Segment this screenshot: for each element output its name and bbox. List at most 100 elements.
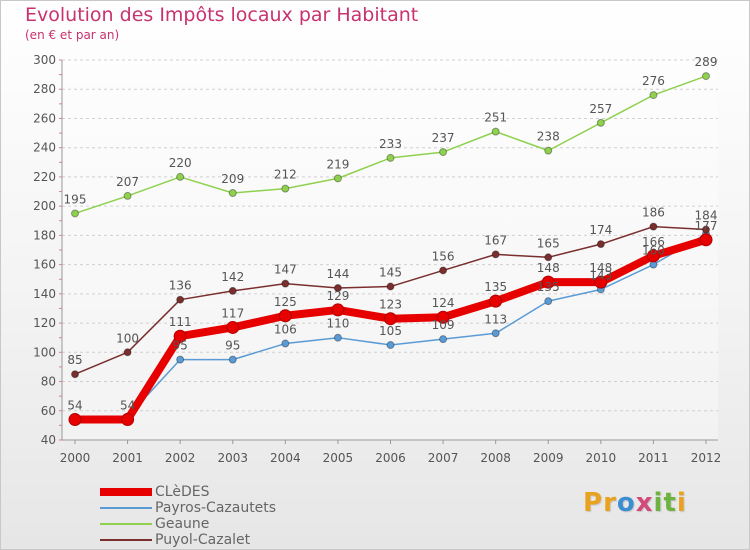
data-point bbox=[281, 184, 290, 193]
data-label: 125 bbox=[274, 295, 297, 309]
y-tick-label: 180 bbox=[33, 228, 56, 242]
data-point bbox=[386, 153, 395, 162]
legend-label: Geaune bbox=[155, 516, 210, 532]
data-point bbox=[702, 72, 710, 81]
data-point bbox=[278, 309, 292, 323]
data-label: 95 bbox=[173, 339, 188, 353]
data-label: 186 bbox=[642, 206, 665, 220]
x-tick-label: 2005 bbox=[323, 451, 354, 465]
data-point bbox=[649, 222, 658, 231]
logo-letter: t bbox=[663, 488, 677, 518]
data-point bbox=[699, 233, 713, 247]
data-label: 135 bbox=[537, 280, 560, 294]
data-point bbox=[176, 295, 185, 304]
legend-swatch bbox=[100, 488, 152, 496]
legend-swatch bbox=[100, 507, 152, 509]
chart-subtitle: (en € et par an) bbox=[25, 28, 120, 42]
logo-letter: i bbox=[676, 488, 687, 518]
data-label: 85 bbox=[67, 353, 82, 367]
data-label: 257 bbox=[589, 102, 612, 116]
data-point bbox=[71, 209, 79, 218]
y-tick-label: 100 bbox=[33, 345, 56, 359]
data-label: 143 bbox=[589, 268, 612, 282]
y-tick-label: 60 bbox=[41, 404, 56, 418]
data-point bbox=[226, 320, 240, 334]
data-point bbox=[596, 118, 605, 127]
y-tick-label: 120 bbox=[33, 316, 56, 330]
data-point bbox=[439, 266, 448, 275]
data-label: 148 bbox=[589, 261, 612, 275]
data-point bbox=[544, 297, 553, 306]
data-label: 184 bbox=[695, 209, 718, 223]
data-point bbox=[436, 310, 450, 324]
data-point bbox=[333, 284, 342, 292]
data-label: 54 bbox=[67, 399, 82, 413]
data-label: 105 bbox=[379, 324, 402, 338]
data-point bbox=[384, 312, 397, 326]
y-tick-label: 200 bbox=[33, 199, 56, 213]
x-tick-label: 2003 bbox=[217, 451, 248, 465]
plot-area bbox=[62, 60, 718, 440]
x-tick-label: 2004 bbox=[270, 451, 301, 465]
data-label: 124 bbox=[432, 296, 455, 310]
x-tick-label: 2007 bbox=[428, 451, 459, 465]
y-tick-label: 260 bbox=[33, 111, 56, 125]
logo-letter: i bbox=[653, 488, 664, 518]
logo-letter: x bbox=[635, 488, 654, 518]
logo-letter: r bbox=[603, 488, 617, 518]
x-tick-label: 2000 bbox=[60, 451, 91, 465]
x-tick-label: 2001 bbox=[112, 451, 143, 465]
data-point bbox=[439, 148, 448, 157]
data-point bbox=[68, 413, 82, 427]
data-label: 209 bbox=[221, 172, 244, 186]
data-point bbox=[228, 286, 237, 295]
data-label: 117 bbox=[221, 306, 244, 320]
x-tick-label: 2002 bbox=[165, 451, 196, 465]
data-point bbox=[386, 282, 395, 291]
data-label: 106 bbox=[274, 323, 297, 337]
data-label: 109 bbox=[432, 318, 455, 332]
data-point bbox=[596, 240, 605, 249]
legend-swatch bbox=[100, 523, 152, 525]
data-point bbox=[386, 341, 395, 349]
y-tick-label: 300 bbox=[33, 53, 56, 67]
x-tick-label: 2012 bbox=[691, 451, 722, 465]
logo-letter: o bbox=[616, 488, 636, 518]
data-label: 142 bbox=[221, 270, 244, 284]
data-label: 219 bbox=[326, 157, 349, 171]
data-label: 238 bbox=[537, 130, 560, 144]
data-label: 145 bbox=[379, 266, 402, 280]
y-tick-label: 40 bbox=[41, 433, 56, 447]
data-label: 167 bbox=[484, 233, 507, 247]
data-label: 95 bbox=[225, 339, 240, 353]
data-label: 237 bbox=[432, 131, 455, 145]
data-label: 233 bbox=[379, 137, 402, 151]
data-label: 100 bbox=[116, 331, 139, 345]
data-label: 113 bbox=[484, 312, 507, 326]
x-tick-label: 2010 bbox=[586, 451, 617, 465]
data-label: 147 bbox=[274, 263, 297, 277]
data-label: 212 bbox=[274, 168, 297, 182]
data-point bbox=[123, 191, 132, 200]
data-point bbox=[649, 91, 658, 100]
data-label: 129 bbox=[326, 289, 349, 303]
x-tick-label: 2009 bbox=[533, 451, 564, 465]
data-point bbox=[123, 348, 132, 357]
data-label: 276 bbox=[642, 74, 665, 88]
data-label: 166 bbox=[642, 235, 665, 249]
data-point bbox=[541, 275, 555, 289]
data-point bbox=[228, 355, 237, 364]
data-point bbox=[491, 250, 500, 259]
data-point bbox=[176, 355, 185, 364]
data-point bbox=[173, 329, 187, 343]
data-label: 195 bbox=[64, 192, 87, 206]
data-label: 148 bbox=[537, 261, 560, 275]
legend-swatch bbox=[100, 539, 152, 541]
data-label: 110 bbox=[326, 317, 349, 331]
data-point bbox=[228, 189, 237, 197]
data-point bbox=[702, 225, 710, 234]
data-label: 165 bbox=[537, 236, 560, 250]
data-label: 156 bbox=[432, 249, 455, 263]
